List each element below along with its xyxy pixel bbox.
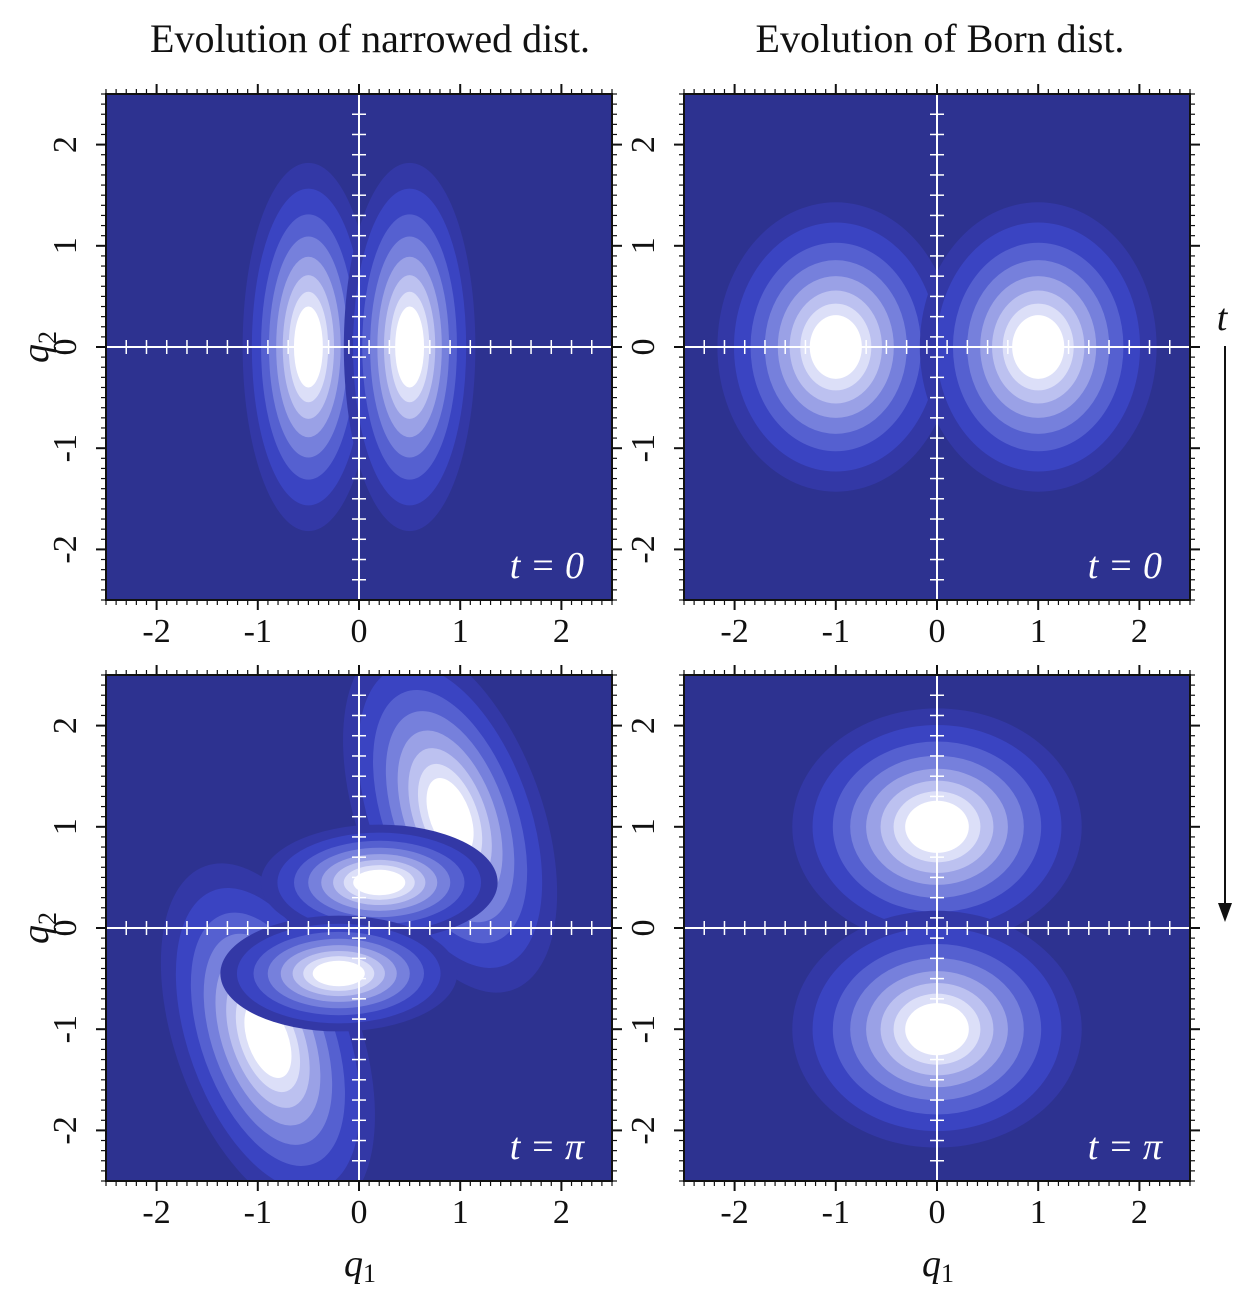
ytick-label: -1 xyxy=(625,1015,662,1043)
ytick-label: 0 xyxy=(625,920,662,937)
ytick-label: -2 xyxy=(625,1116,662,1144)
contour-level xyxy=(353,869,406,896)
xtick-label: -2 xyxy=(720,613,748,650)
time-label: t = π xyxy=(510,1126,585,1168)
panel-born-tpi: -2 -1 0 1 2 -2 -1 0 1 2 t = π xyxy=(625,665,1200,1231)
xtick-label: 1 xyxy=(452,1194,469,1231)
ytick-label: 0 xyxy=(625,339,662,356)
xtick-label: -1 xyxy=(244,613,272,650)
ytick-label: 1 xyxy=(625,818,662,835)
xtick-label: -2 xyxy=(142,1194,170,1231)
ytick-label: 1 xyxy=(47,818,84,835)
density-contours xyxy=(160,675,558,1181)
ylabel-bottom-base: q xyxy=(15,925,57,944)
xtick-label: -2 xyxy=(142,613,170,650)
ylabel-top: q2 xyxy=(15,331,62,363)
xtick-label: 1 xyxy=(1030,613,1047,650)
xtick-label: -1 xyxy=(822,1194,850,1231)
xtick-label: 2 xyxy=(1131,613,1148,650)
xtick-label: 0 xyxy=(351,1194,368,1231)
xtick-label: -2 xyxy=(720,1194,748,1231)
ytick-label: 0 xyxy=(47,339,84,356)
panel-narrowed-t0: -2 -1 0 1 2 -2 -1 0 1 2 t = 0 xyxy=(47,84,622,650)
ytick-label: -2 xyxy=(47,1116,84,1144)
xtick-label: 1 xyxy=(1030,1194,1047,1231)
density-lobe xyxy=(260,824,498,941)
xlabel-left-sub: 1 xyxy=(363,1259,376,1288)
ytick-label: -1 xyxy=(47,1015,84,1043)
xtick-label: 2 xyxy=(553,613,570,650)
time-label: t = 0 xyxy=(1088,545,1162,587)
xtick-label: 2 xyxy=(553,1194,570,1231)
ytick-label: 2 xyxy=(625,717,662,734)
xtick-label: -1 xyxy=(822,613,850,650)
ytick-label: 1 xyxy=(47,237,84,254)
xlabel-left: q1 xyxy=(344,1243,376,1288)
ylabel-top-sub: 2 xyxy=(33,331,62,344)
contour-level xyxy=(312,960,365,987)
panel-narrowed-tpi: -2 -1 0 1 2 -2 -1 0 1 2 t = π xyxy=(47,665,622,1231)
ytick-label: 2 xyxy=(47,717,84,734)
xlabel-right-base: q xyxy=(922,1243,941,1285)
xlabel-right: q1 xyxy=(922,1243,954,1288)
xtick-label: -1 xyxy=(244,1194,272,1231)
ytick-label: -2 xyxy=(47,535,84,563)
xtick-label: 0 xyxy=(929,613,946,650)
ylabel-top-base: q xyxy=(15,344,57,363)
xtick-label: 0 xyxy=(929,1194,946,1231)
ylabel-bottom: q2 xyxy=(15,912,62,944)
xlabel-left-base: q xyxy=(344,1243,363,1285)
xtick-label: 1 xyxy=(452,613,469,650)
ylabel-bottom-sub: 2 xyxy=(33,912,62,925)
ytick-label: -1 xyxy=(47,434,84,462)
xtick-label: 2 xyxy=(1131,1194,1148,1231)
ytick-label: 2 xyxy=(47,136,84,153)
time-arrow-head xyxy=(1218,903,1232,922)
time-label: t = π xyxy=(1088,1126,1163,1168)
density-lobe xyxy=(220,915,458,1032)
ytick-label: 0 xyxy=(47,920,84,937)
xtick-label: 0 xyxy=(351,613,368,650)
time-arrow-label: t xyxy=(1217,297,1229,339)
time-label: t = 0 xyxy=(510,545,584,587)
panel-born-t0: -2 -1 0 1 2 -2 -1 0 1 2 t = 0 xyxy=(625,84,1200,650)
column-title-born: Evolution of Born dist. xyxy=(756,16,1125,61)
ytick-label: -1 xyxy=(625,434,662,462)
column-title-narrowed: Evolution of narrowed dist. xyxy=(150,16,590,61)
ytick-label: 1 xyxy=(625,237,662,254)
ytick-label: 2 xyxy=(625,136,662,153)
ytick-label: -2 xyxy=(625,535,662,563)
xlabel-right-sub: 1 xyxy=(941,1259,954,1288)
